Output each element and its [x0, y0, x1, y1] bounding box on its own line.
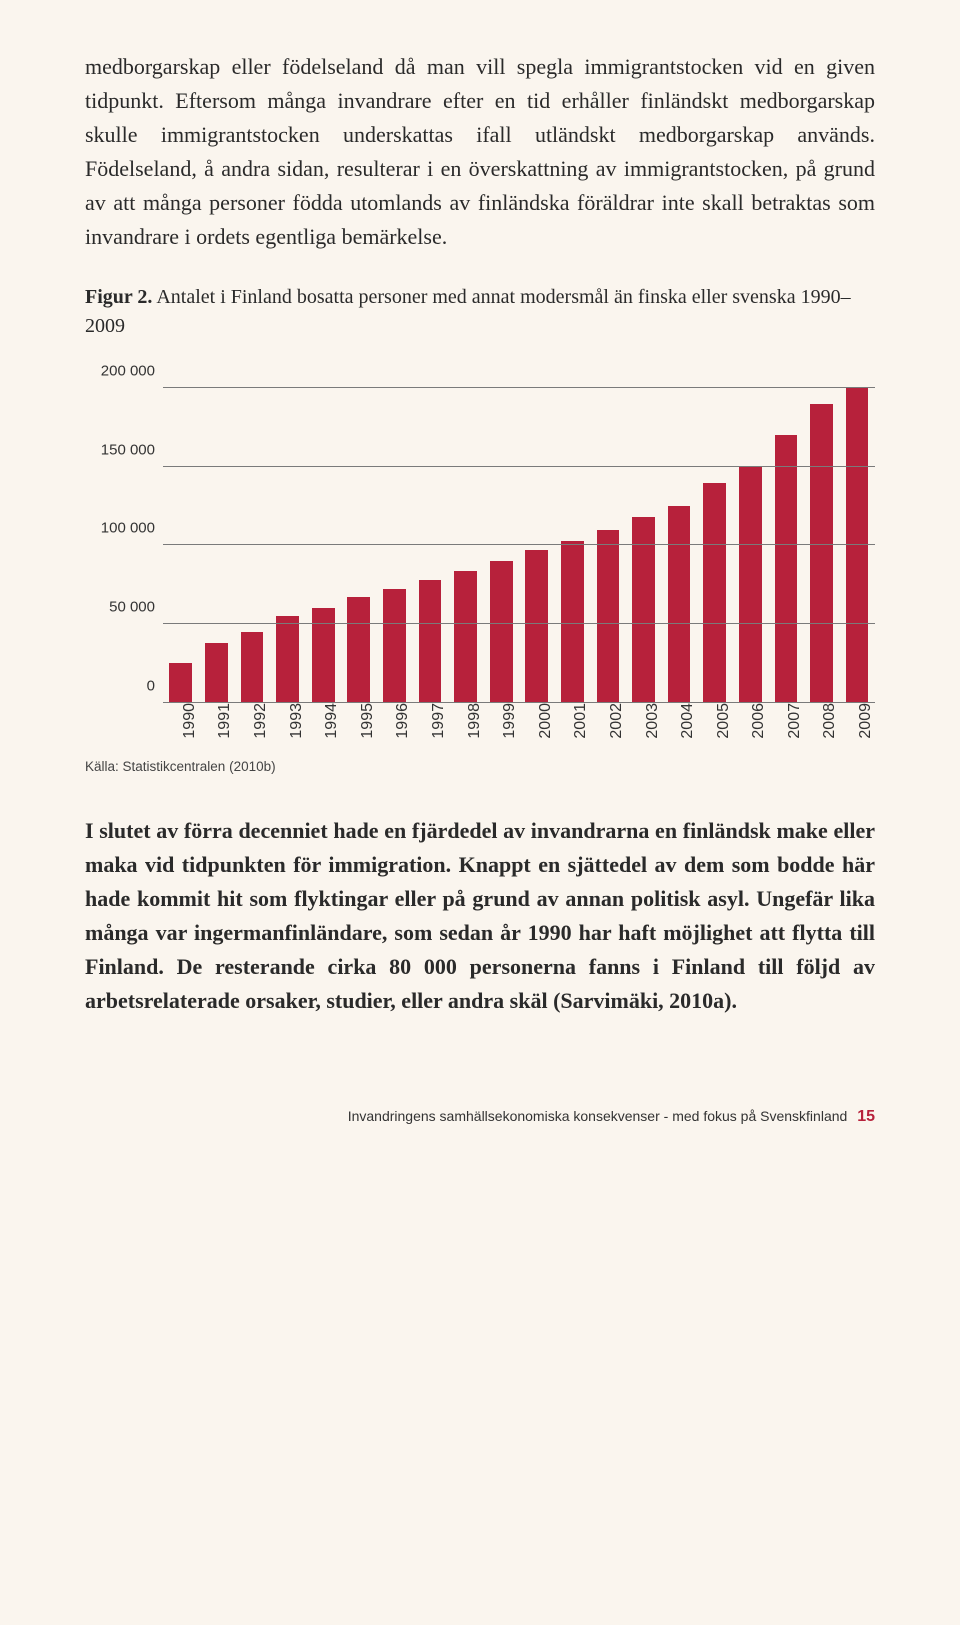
- x-axis-tick: 2007: [780, 703, 804, 739]
- bar-slot: 2005: [697, 373, 733, 703]
- x-axis-tick: 1992: [246, 703, 270, 739]
- bar-chart: 1990199119921993199419951996199719981999…: [85, 373, 875, 753]
- bar-slot: 1995: [341, 373, 377, 703]
- y-axis-tick: 50 000: [85, 599, 155, 616]
- gridline: [163, 623, 875, 624]
- x-axis-tick: 2009: [851, 703, 875, 739]
- bar-slot: 2009: [839, 373, 875, 703]
- chart-source: Källa: Statistikcentralen (2010b): [85, 759, 875, 774]
- bar: [205, 643, 228, 703]
- x-axis-tick: 2005: [709, 703, 733, 739]
- bar-slot: 2006: [733, 373, 769, 703]
- x-axis-tick: 2003: [638, 703, 662, 739]
- bar: [739, 467, 762, 703]
- bar: [525, 550, 548, 702]
- gridline: [163, 387, 875, 388]
- paragraph-1: medborgarskap eller födelseland då man v…: [85, 50, 875, 255]
- figure-caption: Figur 2. Antalet i Finland bosatta perso…: [85, 283, 875, 341]
- bar: [703, 483, 726, 703]
- x-axis-tick: 1994: [317, 703, 341, 739]
- bar-slot: 1996: [377, 373, 413, 703]
- bar-slot: 1998: [448, 373, 484, 703]
- bar: [241, 632, 264, 703]
- bar: [490, 561, 513, 702]
- x-axis-tick: 1995: [353, 703, 377, 739]
- bar-slot: 1994: [305, 373, 341, 703]
- bar: [169, 663, 192, 702]
- y-axis-tick: 200 000: [85, 363, 155, 380]
- bar-slot: 1992: [234, 373, 270, 703]
- x-axis-tick: 1990: [175, 703, 199, 739]
- bar: [668, 506, 691, 702]
- x-axis-tick: 1998: [460, 703, 484, 739]
- bar: [347, 597, 370, 702]
- bar-slot: 2002: [590, 373, 626, 703]
- bar-slot: 2004: [661, 373, 697, 703]
- bar: [383, 589, 406, 702]
- bar-slot: 1990: [163, 373, 199, 703]
- bar: [454, 571, 477, 703]
- figure-label: Figur 2.: [85, 286, 152, 308]
- x-axis-tick: 2000: [531, 703, 555, 739]
- bar-slot: 1999: [483, 373, 519, 703]
- bar-slot: 2003: [626, 373, 662, 703]
- gridline: [163, 702, 875, 703]
- bar-slot: 2008: [804, 373, 840, 703]
- bar: [775, 435, 798, 702]
- y-axis-tick: 100 000: [85, 520, 155, 537]
- x-axis-tick: 1997: [424, 703, 448, 739]
- footer-text: Invandringens samhällsekonomiska konsekv…: [348, 1108, 848, 1124]
- paragraph-2: I slutet av förra decenniet hade en fjär…: [85, 814, 875, 1019]
- x-axis-tick: 1999: [495, 703, 519, 739]
- x-axis-tick: 2006: [744, 703, 768, 739]
- gridline: [163, 466, 875, 467]
- x-axis-tick: 2008: [815, 703, 839, 739]
- y-axis-tick: 150 000: [85, 441, 155, 458]
- bar-slot: 1991: [199, 373, 235, 703]
- bar: [419, 580, 442, 703]
- page-footer: Invandringens samhällsekonomiska konsekv…: [85, 1108, 875, 1126]
- x-axis-tick: 1991: [210, 703, 234, 739]
- bar: [561, 541, 584, 703]
- x-axis-tick: 1996: [388, 703, 412, 739]
- page-number: 15: [857, 1108, 875, 1125]
- bar: [276, 616, 299, 702]
- bar: [597, 530, 620, 703]
- figure-caption-text: Antalet i Finland bosatta personer med a…: [85, 286, 851, 337]
- bar-slot: 2000: [519, 373, 555, 703]
- x-axis-tick: 2001: [566, 703, 590, 739]
- bar-slot: 2001: [555, 373, 591, 703]
- bar-slot: 1993: [270, 373, 306, 703]
- x-axis-tick: 2004: [673, 703, 697, 739]
- bar: [846, 388, 869, 702]
- x-axis-tick: 1993: [282, 703, 306, 739]
- bar: [810, 404, 833, 703]
- y-axis-tick: 0: [85, 677, 155, 694]
- gridline: [163, 544, 875, 545]
- bar-slot: 2007: [768, 373, 804, 703]
- x-axis-tick: 2002: [602, 703, 626, 739]
- bar-slot: 1997: [412, 373, 448, 703]
